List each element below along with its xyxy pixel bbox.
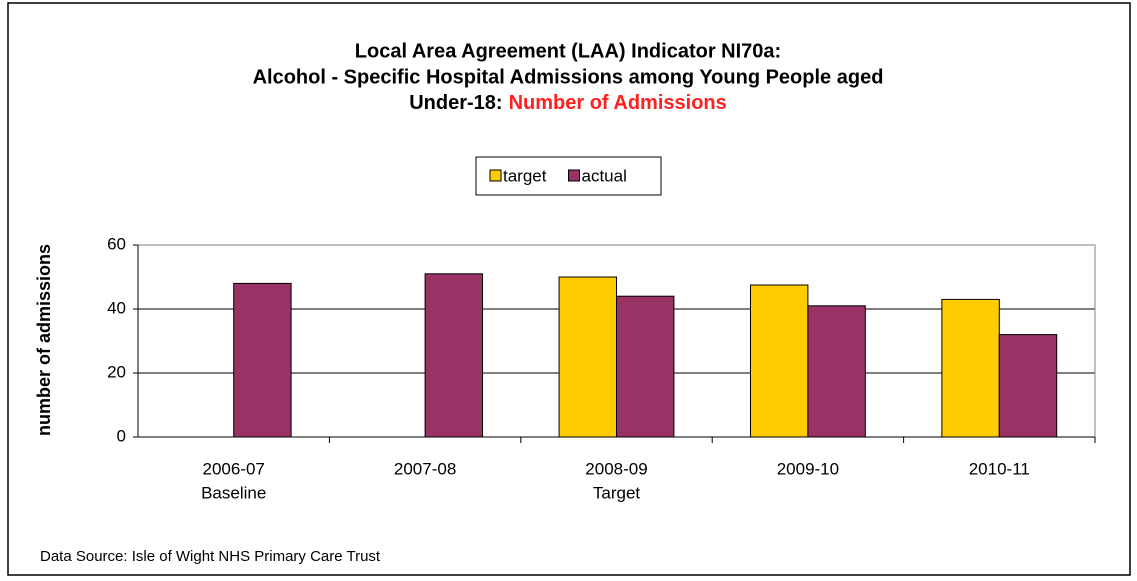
bar bbox=[616, 295, 675, 438]
bar bbox=[941, 298, 1000, 438]
x-tick-label: 2006-07 bbox=[203, 459, 265, 478]
chart-title-part: Under-18: bbox=[409, 92, 502, 114]
chart-title: Alcohol - Specific Hospital Admissions a… bbox=[253, 66, 884, 88]
chart-title: Local Area Agreement (LAA) Indicator NI7… bbox=[355, 40, 781, 62]
bar bbox=[749, 284, 809, 438]
y-tick-label: 0 bbox=[117, 426, 126, 445]
bar bbox=[233, 282, 292, 438]
bar bbox=[424, 273, 484, 438]
legend-label: target bbox=[503, 166, 547, 185]
bar bbox=[807, 305, 866, 438]
x-tick-label: 2008-09 bbox=[585, 459, 647, 478]
chart-title: Under-18: Number of Admissions bbox=[409, 92, 727, 114]
bar bbox=[558, 276, 618, 438]
bar bbox=[998, 334, 1058, 438]
x-tick-label: 2009-10 bbox=[777, 459, 839, 478]
source-note: Data Source: Isle of Wight NHS Primary C… bbox=[40, 548, 381, 565]
x-tick-label: 2010-11 bbox=[969, 459, 1030, 478]
x-tick-label: 2007-08 bbox=[394, 459, 456, 478]
y-axis-label: number of admissions bbox=[34, 244, 54, 436]
legend-label: actual bbox=[581, 166, 626, 185]
chart-title-highlight: Number of Admissions bbox=[509, 92, 727, 114]
y-tick-label: 20 bbox=[107, 362, 126, 381]
y-tick-label: 40 bbox=[107, 298, 126, 317]
y-tick-label: 60 bbox=[107, 234, 126, 253]
x-tick-label: Target bbox=[593, 483, 641, 502]
legend-swatch bbox=[567, 169, 580, 182]
legend-swatch bbox=[489, 169, 502, 182]
x-tick-label: Baseline bbox=[201, 483, 266, 502]
